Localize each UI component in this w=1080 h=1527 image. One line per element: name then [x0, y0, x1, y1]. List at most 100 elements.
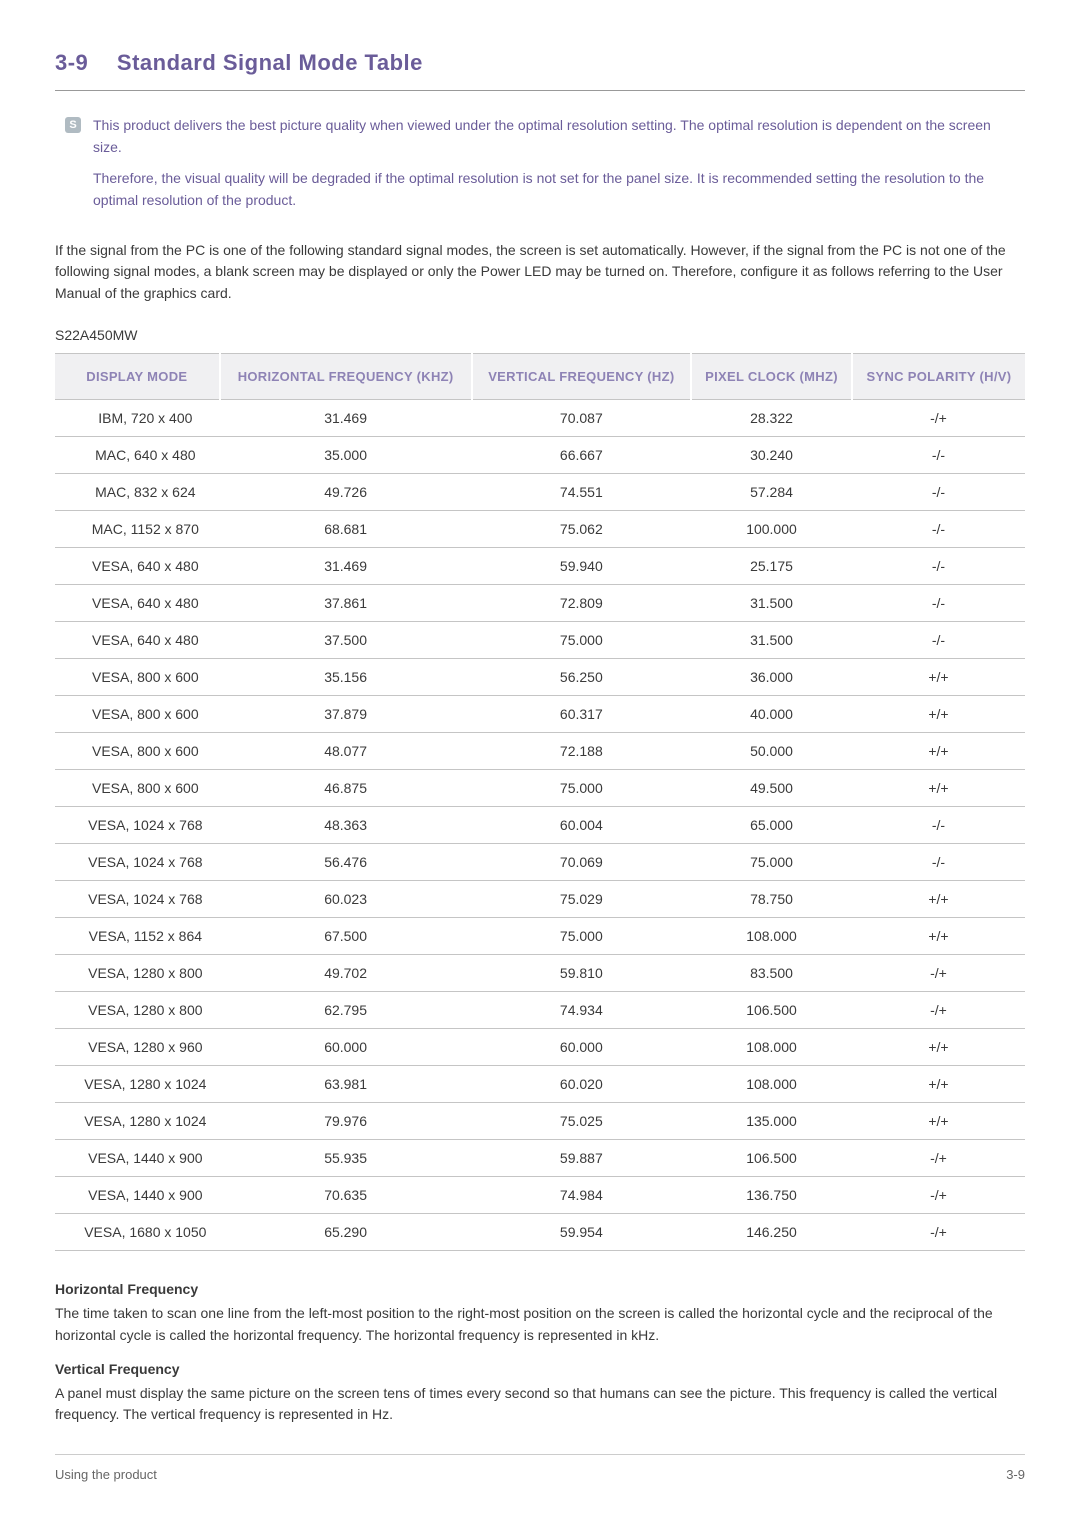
table-cell: 65.000 — [691, 807, 852, 844]
info-para-1: This product delivers the best picture q… — [93, 115, 1015, 158]
table-cell: 68.681 — [220, 511, 472, 548]
column-header: DISPLAY MODE — [55, 353, 220, 400]
table-cell: 31.500 — [691, 622, 852, 659]
section-heading: 3-9 Standard Signal Mode Table — [55, 50, 1025, 76]
table-cell: 108.000 — [691, 918, 852, 955]
table-cell: 56.476 — [220, 844, 472, 881]
body-paragraph: If the signal from the PC is one of the … — [55, 240, 1025, 305]
table-cell: VESA, 1280 x 1024 — [55, 1103, 220, 1140]
table-cell: 59.810 — [472, 955, 692, 992]
table-row: VESA, 1280 x 80062.79574.934106.500-/+ — [55, 992, 1025, 1029]
table-cell: 56.250 — [472, 659, 692, 696]
table-cell: VESA, 640 x 480 — [55, 548, 220, 585]
table-cell: -/- — [852, 844, 1025, 881]
table-row: VESA, 1024 x 76860.02375.02978.750+/+ — [55, 881, 1025, 918]
table-cell: +/+ — [852, 733, 1025, 770]
table-cell: 75.000 — [691, 844, 852, 881]
table-cell: -/+ — [852, 955, 1025, 992]
table-cell: 37.500 — [220, 622, 472, 659]
table-cell: VESA, 800 x 600 — [55, 659, 220, 696]
table-cell: 35.000 — [220, 437, 472, 474]
table-row: VESA, 1280 x 96060.00060.000108.000+/+ — [55, 1029, 1025, 1066]
table-cell: 60.020 — [472, 1066, 692, 1103]
table-cell: 49.500 — [691, 770, 852, 807]
table-cell: VESA, 1024 x 768 — [55, 881, 220, 918]
table-cell: 74.551 — [472, 474, 692, 511]
table-header: DISPLAY MODEHORIZONTAL FREQUENCY (KHZ)VE… — [55, 353, 1025, 400]
table-cell: VESA, 640 x 480 — [55, 622, 220, 659]
table-cell: 55.935 — [220, 1140, 472, 1177]
table-cell: 67.500 — [220, 918, 472, 955]
section-number: 3-9 — [55, 50, 88, 75]
table-row: VESA, 800 x 60048.07772.18850.000+/+ — [55, 733, 1025, 770]
table-cell: +/+ — [852, 696, 1025, 733]
table-cell: 48.363 — [220, 807, 472, 844]
heading-rule — [55, 90, 1025, 91]
table-cell: +/+ — [852, 659, 1025, 696]
table-row: VESA, 1152 x 86467.50075.000108.000+/+ — [55, 918, 1025, 955]
table-cell: 75.025 — [472, 1103, 692, 1140]
section-title: Standard Signal Mode Table — [117, 50, 423, 75]
signal-mode-table: DISPLAY MODEHORIZONTAL FREQUENCY (KHZ) VE… — [55, 353, 1025, 1252]
table-cell: 106.500 — [691, 1140, 852, 1177]
table-cell: MAC, 832 x 624 — [55, 474, 220, 511]
table-cell: VESA, 1440 x 900 — [55, 1140, 220, 1177]
model-label: S22A450MW — [55, 327, 1025, 343]
table-cell: 60.000 — [220, 1029, 472, 1066]
table-cell: 31.469 — [220, 548, 472, 585]
vertical-freq-heading: Vertical Frequency — [55, 1361, 1025, 1377]
table-cell: 83.500 — [691, 955, 852, 992]
table-cell: VESA, 1440 x 900 — [55, 1177, 220, 1214]
table-row: VESA, 1680 x 105065.29059.954146.250-/+ — [55, 1214, 1025, 1251]
table-cell: 59.940 — [472, 548, 692, 585]
table-cell: VESA, 1024 x 768 — [55, 844, 220, 881]
table-cell: -/- — [852, 622, 1025, 659]
table-cell: 62.795 — [220, 992, 472, 1029]
table-cell: -/- — [852, 511, 1025, 548]
table-cell: 78.750 — [691, 881, 852, 918]
table-cell: 70.635 — [220, 1177, 472, 1214]
table-cell: 57.284 — [691, 474, 852, 511]
table-cell: 31.500 — [691, 585, 852, 622]
table-cell: -/- — [852, 474, 1025, 511]
table-cell: 46.875 — [220, 770, 472, 807]
table-row: VESA, 1280 x 80049.70259.81083.500-/+ — [55, 955, 1025, 992]
table-cell: +/+ — [852, 1066, 1025, 1103]
table-cell: MAC, 1152 x 870 — [55, 511, 220, 548]
table-cell: 70.069 — [472, 844, 692, 881]
table-cell: 60.023 — [220, 881, 472, 918]
table-row: VESA, 1024 x 76848.36360.00465.000-/- — [55, 807, 1025, 844]
table-cell: -/- — [852, 807, 1025, 844]
table-cell: -/+ — [852, 400, 1025, 437]
table-cell: 49.702 — [220, 955, 472, 992]
table-row: MAC, 1152 x 87068.68175.062100.000-/- — [55, 511, 1025, 548]
table-cell: 59.887 — [472, 1140, 692, 1177]
table-row: VESA, 800 x 60037.87960.31740.000+/+ — [55, 696, 1025, 733]
info-para-2: Therefore, the visual quality will be de… — [93, 168, 1015, 211]
column-header: HORIZONTAL FREQUENCY (KHZ) — [220, 353, 472, 400]
horizontal-freq-heading: Horizontal Frequency — [55, 1281, 1025, 1297]
info-text: This product delivers the best picture q… — [93, 115, 1015, 222]
table-cell: VESA, 800 x 600 — [55, 696, 220, 733]
footer-left: Using the product — [55, 1467, 157, 1482]
table-body: IBM, 720 x 40031.46970.08728.322-/+MAC, … — [55, 400, 1025, 1251]
table-cell: 60.317 — [472, 696, 692, 733]
table-row: VESA, 1280 x 102479.97675.025135.000+/+ — [55, 1103, 1025, 1140]
table-cell: 136.750 — [691, 1177, 852, 1214]
table-cell: 50.000 — [691, 733, 852, 770]
table-cell: 75.000 — [472, 918, 692, 955]
table-cell: 106.500 — [691, 992, 852, 1029]
table-row: VESA, 800 x 60035.15656.25036.000+/+ — [55, 659, 1025, 696]
table-cell: 59.954 — [472, 1214, 692, 1251]
table-cell: -/+ — [852, 1140, 1025, 1177]
table-cell: 79.976 — [220, 1103, 472, 1140]
table-cell: 66.667 — [472, 437, 692, 474]
info-box: S This product delivers the best picture… — [65, 115, 1015, 222]
vertical-freq-text: A panel must display the same picture on… — [55, 1383, 1025, 1426]
table-cell: 108.000 — [691, 1066, 852, 1103]
horizontal-freq-text: The time taken to scan one line from the… — [55, 1303, 1025, 1346]
table-cell: VESA, 800 x 600 — [55, 770, 220, 807]
table-cell: -/+ — [852, 992, 1025, 1029]
footer-right: 3-9 — [1006, 1467, 1025, 1482]
column-header: PIXEL CLOCK (MHZ) — [691, 353, 852, 400]
